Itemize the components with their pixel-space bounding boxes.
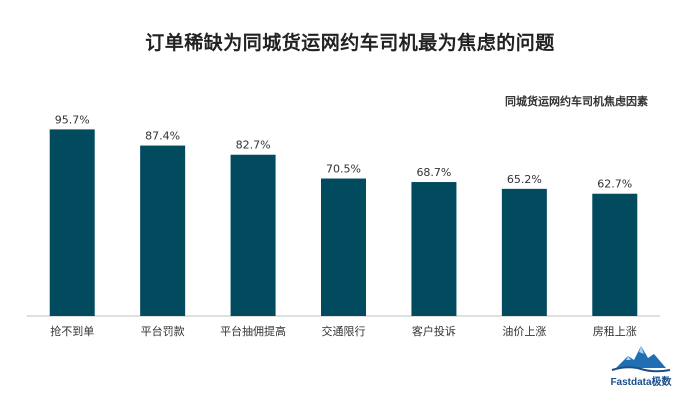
category-label-5: 油价上涨 xyxy=(502,324,546,338)
bar-5 xyxy=(501,188,547,316)
bar-0 xyxy=(49,129,95,316)
data-label-3: 70.5% xyxy=(326,163,361,176)
legend-series-label: 同城货运网约车司机焦虑因素 xyxy=(505,95,648,108)
data-label-5: 65.2% xyxy=(507,173,542,186)
category-label-3: 交通限行 xyxy=(322,324,366,338)
bar-6 xyxy=(592,193,638,316)
category-label-6: 房租上涨 xyxy=(593,325,637,338)
logo-text: Fastdata极数 xyxy=(610,377,672,388)
category-label-4: 客户投诉 xyxy=(412,324,456,338)
chart-title: 订单稀缺为同城货运网约车司机最为焦虑的问题 xyxy=(145,32,555,54)
bar-1 xyxy=(140,145,186,316)
category-label-0: 抢不到单 xyxy=(50,324,94,338)
data-label-4: 68.7% xyxy=(416,166,451,179)
mountain-logo-icon xyxy=(611,346,671,373)
bar-3 xyxy=(321,178,366,316)
bar-4 xyxy=(411,182,457,316)
data-label-1: 87.4% xyxy=(145,130,180,143)
category-label-2: 平台抽佣提高 xyxy=(220,324,286,338)
bar-2 xyxy=(230,154,276,316)
category-label-1: 平台罚款 xyxy=(141,324,185,338)
data-label-0: 95.7% xyxy=(55,113,90,126)
data-label-6: 62.7% xyxy=(597,178,632,191)
fastdata-logo: Fastdata极数 xyxy=(608,340,674,390)
data-label-2: 82.7% xyxy=(236,139,271,152)
